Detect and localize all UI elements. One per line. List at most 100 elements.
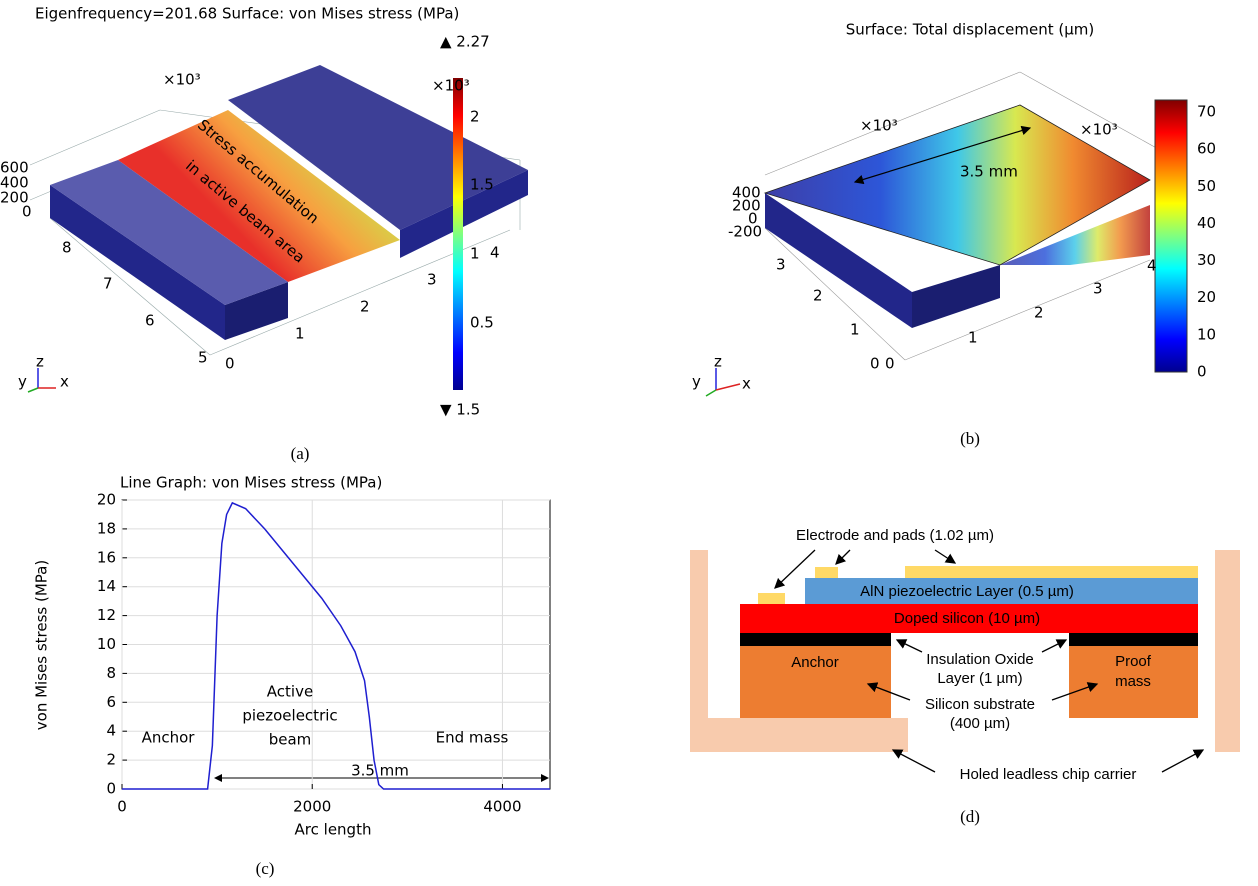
label: AlN piezoelectric Layer (0.5 µm) <box>860 583 1074 600</box>
caption: (a) <box>291 444 310 463</box>
label: mass <box>1115 673 1151 690</box>
colorbar-tick: 1.5 <box>470 176 494 194</box>
triad-label: x <box>742 375 751 393</box>
caption: (b) <box>960 429 980 448</box>
axis-scale: ×10³ <box>163 71 201 89</box>
y-tick-label: 6 <box>106 693 116 711</box>
x-tick-label: 0 <box>117 798 127 816</box>
y-tick-label: 18 <box>97 519 116 537</box>
carrier-bottom-left <box>690 718 908 752</box>
colorbar-tick: 20 <box>1197 288 1216 306</box>
panel-b-geometry <box>764 71 1161 361</box>
triad-label: z <box>714 353 722 371</box>
caption: (c) <box>256 859 275 878</box>
annotation: End mass <box>436 729 509 747</box>
colorbar <box>453 78 463 390</box>
x-tick: 2 <box>360 298 370 316</box>
annotation: Anchor <box>142 729 196 747</box>
axis-scale: ×10³ <box>1080 121 1118 139</box>
label: Doped silicon (10 µm) <box>894 610 1040 627</box>
y-tick-label: 16 <box>97 548 116 566</box>
axis-scale: ×10³ <box>860 117 898 135</box>
x-tick: 0 <box>225 355 235 373</box>
z-tick: 0 <box>22 203 32 221</box>
y-tick: 2 <box>813 287 823 305</box>
anchor-top <box>50 160 288 305</box>
colorbar-scale: ×10³ <box>432 77 470 95</box>
title: Surface: Total displacement (µm) <box>846 21 1094 39</box>
title: Eigenfrequency=201.68 Surface: von Mises… <box>35 5 459 23</box>
proof-mass-block <box>1069 646 1198 718</box>
colorbar-tick: 70 <box>1197 103 1216 121</box>
colorbar-tick: 50 <box>1197 177 1216 195</box>
beam-side-b <box>1000 205 1150 265</box>
y-tick-label: 20 <box>97 491 116 509</box>
y-tick: 6 <box>145 312 155 330</box>
y-tick: 3 <box>776 256 786 274</box>
chart-title: Line Graph: von Mises stress (MPa) <box>120 474 382 492</box>
annotation: beam <box>269 731 312 749</box>
colorbar-max: ▲ 2.27 <box>440 33 490 51</box>
z-tick: 400 <box>0 174 29 192</box>
x-tick: 0 <box>885 355 895 373</box>
x-tick-label: 2000 <box>293 798 331 816</box>
x-tick-label: 4000 <box>483 798 521 816</box>
y-tick: 8 <box>62 239 72 257</box>
x-tick: 1 <box>295 325 305 343</box>
annotation: 3.5 mm <box>351 762 409 780</box>
label: Layer (1 µm) <box>937 670 1022 687</box>
y-tick-label: 8 <box>106 664 116 682</box>
anchor-side <box>225 282 288 340</box>
annotation: piezoelectric <box>242 707 337 725</box>
annotation: Active <box>267 683 313 701</box>
pad <box>758 593 785 604</box>
label: Proof <box>1115 653 1152 670</box>
y-tick-label: 0 <box>106 780 116 798</box>
caption: (d) <box>960 807 980 826</box>
oxide-right <box>1069 633 1198 646</box>
label: (400 µm) <box>950 715 1010 732</box>
x-tick: 4 <box>490 244 500 262</box>
carrier-right <box>1215 550 1240 752</box>
triad-b <box>705 368 741 397</box>
colorbar-tick: 2 <box>470 108 480 126</box>
colorbar-tick: 0 <box>1197 362 1207 380</box>
colorbar-tick: 1 <box>470 245 480 263</box>
y-tick-label: 4 <box>106 722 116 740</box>
triad-label: x <box>60 373 69 391</box>
label: Silicon substrate <box>925 696 1035 713</box>
dimension-arrow <box>853 125 1032 185</box>
label: Electrode and pads (1.02 µm) <box>796 527 994 544</box>
y-tick-label: 14 <box>97 577 116 595</box>
z-tick: 600 <box>0 159 29 177</box>
z-tick: 200 <box>0 189 29 207</box>
electrode <box>905 566 1198 578</box>
mass-front <box>400 170 528 258</box>
label: Insulation Oxide <box>926 651 1034 668</box>
diagram <box>690 549 1240 773</box>
line <box>122 501 550 790</box>
y-tick: 0 <box>870 355 880 373</box>
colorbar-b <box>1154 99 1188 373</box>
y-tick: 5 <box>198 349 208 367</box>
y-tick: 1 <box>850 321 860 339</box>
z-tick: 400 <box>732 184 761 202</box>
carrier-left <box>690 550 708 752</box>
anchor-side-b <box>912 265 1000 328</box>
x-tick: 1 <box>968 329 978 347</box>
pad <box>815 567 838 578</box>
triad-a <box>27 368 56 393</box>
colorbar-tick: 30 <box>1197 251 1216 269</box>
dimension: 3.5 mm <box>960 163 1018 181</box>
anchor-front <box>50 185 225 340</box>
y-tick-label: 2 <box>106 751 116 769</box>
colorbar-tick: 10 <box>1197 325 1216 343</box>
beam-top <box>118 110 400 282</box>
colorbar-tick: 60 <box>1197 140 1216 158</box>
y-axis-label: von Mises stress (MPa) <box>33 560 51 730</box>
z-tick: -200 <box>728 223 762 241</box>
colorbar-tick: 40 <box>1197 214 1216 232</box>
z-tick: 0 <box>748 210 758 228</box>
triad-label: y <box>692 373 701 391</box>
